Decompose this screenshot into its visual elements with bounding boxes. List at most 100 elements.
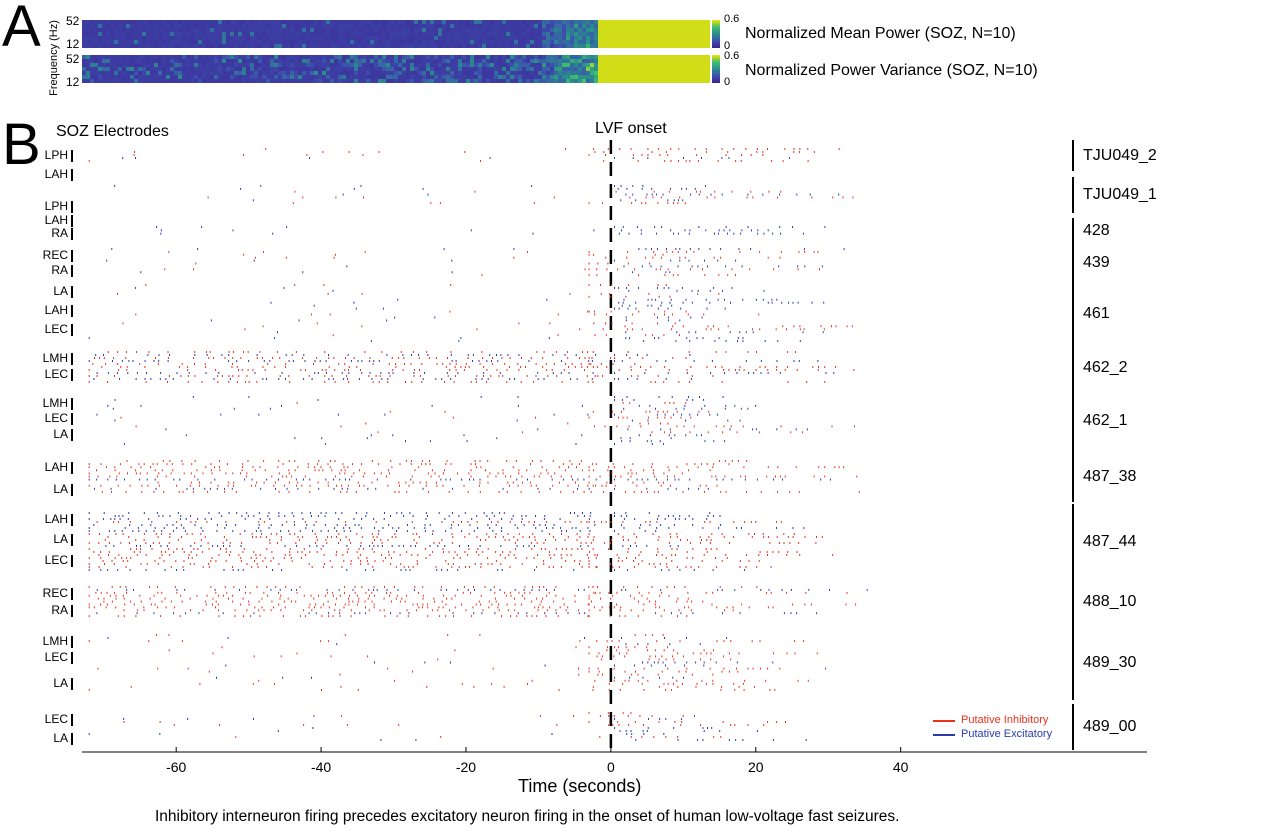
heatmap-cell <box>546 36 551 41</box>
heatmap-cell <box>110 55 115 60</box>
heatmap-cell <box>590 20 595 25</box>
heatmap-cell <box>186 28 191 33</box>
heatmap-cell <box>250 67 255 72</box>
heatmap-cell <box>426 79 431 83</box>
heatmap-cell <box>306 44 311 48</box>
heatmap-cell <box>390 24 395 29</box>
heatmap-cell <box>186 75 191 80</box>
heatmap-cell <box>274 36 279 41</box>
heatmap-cell <box>526 36 531 41</box>
heatmap-cell <box>258 55 263 60</box>
heatmap-cell <box>534 44 539 48</box>
heatmap-cell <box>574 44 579 48</box>
heatmap-cell <box>374 59 379 64</box>
heatmap-cell <box>286 79 291 83</box>
heatmap-cell <box>242 44 247 48</box>
electrode-label: LAH <box>44 303 68 317</box>
heatmap-cell <box>566 20 571 25</box>
heatmap-cell <box>394 44 399 48</box>
electrode-label: LPH <box>44 199 68 213</box>
heatmap-cell <box>82 59 87 64</box>
heatmap-cell <box>258 40 263 45</box>
heatmap-cell <box>650 32 655 37</box>
heatmap-cell <box>442 36 447 41</box>
heatmap-cell <box>286 36 291 41</box>
heatmap-cell <box>158 20 163 25</box>
heatmap-cell <box>666 71 671 76</box>
heatmap-cell <box>314 79 319 83</box>
heatmap-cell <box>586 28 591 33</box>
heatmap-cell <box>342 71 347 76</box>
heatmap-cell <box>222 28 227 33</box>
heatmap-cell <box>122 36 127 41</box>
heatmap-cell <box>426 75 431 80</box>
heatmap-cell <box>678 79 683 83</box>
heatmap-cell <box>238 71 243 76</box>
heatmap-cell <box>226 67 231 72</box>
heatmap-cell <box>466 79 471 83</box>
heatmap-cell <box>166 20 171 25</box>
heatmap-cell <box>662 36 667 41</box>
heatmap-cell <box>250 24 255 29</box>
heatmap-cell <box>706 20 710 25</box>
heatmap-cell <box>458 28 463 33</box>
heatmap-cell <box>238 55 243 60</box>
heatmap-cell <box>262 75 267 80</box>
heatmap-cell <box>102 40 107 45</box>
heatmap-cell <box>406 36 411 41</box>
heatmap-cell <box>618 63 623 68</box>
heatmap-cell <box>674 20 679 25</box>
heatmap-cell <box>198 59 203 64</box>
heatmap-cell <box>490 63 495 68</box>
heatmap-cell <box>138 40 143 45</box>
heatmap-cell <box>702 59 707 64</box>
heatmap-cell <box>430 20 435 25</box>
heatmap-cell <box>262 44 267 48</box>
heatmap-cell <box>190 36 195 41</box>
heatmap-cell <box>514 20 519 25</box>
heatmap-cell <box>222 36 227 41</box>
heatmap-cell <box>358 40 363 45</box>
heatmap-cell <box>422 36 427 41</box>
heatmap-cell <box>570 67 575 72</box>
colorbar2-max: 0.6 <box>724 50 740 62</box>
heatmap-cell <box>486 32 491 37</box>
heatmap-cell <box>118 55 123 60</box>
heatmap-cell <box>142 75 147 80</box>
heatmap-cell <box>434 71 439 76</box>
heatmap-cell <box>110 24 115 29</box>
heatmap-cell <box>250 75 255 80</box>
heatmap-cell <box>478 75 483 80</box>
heatmap-cell <box>314 40 319 45</box>
heatmap-cell <box>310 59 315 64</box>
heatmap-cell <box>214 71 219 76</box>
heatmap-cell <box>402 32 407 37</box>
heatmap-cell <box>202 71 207 76</box>
heatmap-cell <box>90 67 95 72</box>
heatmap-cell <box>210 79 215 83</box>
heatmap-cell <box>150 71 155 76</box>
heatmap-cell <box>458 59 463 64</box>
heatmap-cell <box>474 20 479 25</box>
heatmap-cell <box>174 55 179 60</box>
electrode-label: LAH <box>44 460 68 474</box>
heatmap-cell <box>234 63 239 68</box>
heatmap-cell <box>682 63 687 68</box>
heatmap-cell <box>698 67 703 72</box>
heatmap-cell <box>450 63 455 68</box>
heatmap-cell <box>202 44 207 48</box>
heatmap-cell <box>226 44 231 48</box>
heatmap-cell <box>210 63 215 68</box>
heatmap-cell <box>170 75 175 80</box>
heatmap-cell <box>578 40 583 45</box>
heatmap-cell <box>246 75 251 80</box>
heatmap-cell <box>674 24 679 29</box>
heatmap-cell <box>326 59 331 64</box>
heatmap-cell <box>106 20 111 25</box>
raster-plot: -60 -40 -20 0 20 40 <box>71 140 1147 775</box>
heatmap-cell <box>346 44 351 48</box>
heatmap-cell <box>494 75 499 80</box>
heatmap-cell <box>374 55 379 60</box>
heatmap-cell <box>570 71 575 76</box>
heatmap-cell <box>534 20 539 25</box>
